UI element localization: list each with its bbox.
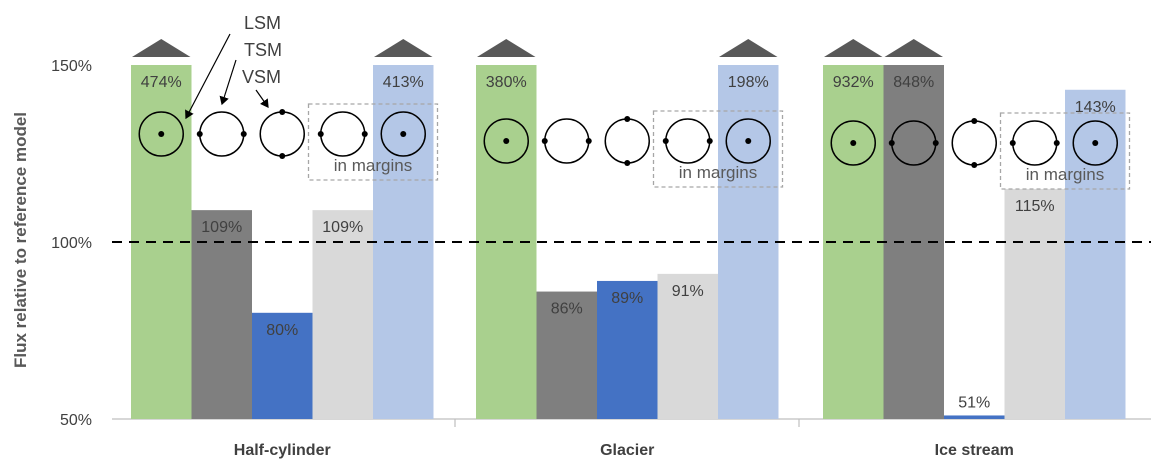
cross-section-circle [1012,120,1058,166]
cross-section-circle [138,111,184,157]
sampling-legend-label: TSM [244,40,282,60]
sampling-point-dot [279,153,286,159]
sampling-point-dot [971,118,978,124]
sampling-point-dot [158,131,165,137]
sampling-point-dot [400,131,407,137]
cross-section-circle [544,118,590,164]
in-margins-label: in margins [334,156,412,175]
in-margins-box [999,112,1131,190]
bar-value-label: 115% [1015,198,1055,215]
bar-value-label: 143% [1075,99,1116,116]
cross-section-circle [951,120,997,166]
sampling-point-dot [1092,140,1099,146]
bar [312,210,373,419]
sampling-point-dot [932,140,939,146]
cross-section-circle [665,118,711,164]
category-label: Ice stream [935,442,1014,459]
sampling-point-dot [585,138,592,144]
bar [944,415,1005,419]
sampling-point-dot [850,140,857,146]
in-margins-box [307,103,439,181]
sampling-point-dot [240,131,247,137]
sampling-point-dot [888,140,895,146]
cross-section-circle [830,120,876,166]
bar [536,291,597,419]
cross-section-circle [483,118,529,164]
bar [597,280,658,419]
sampling-point-dot [196,131,203,137]
bar-value-label: 198% [728,74,769,91]
bar [191,210,252,419]
category-label: Half-cylinder [234,442,331,459]
sampling-point-dot [662,138,669,144]
sampling-point-dot [361,131,368,137]
in-margins-box [652,110,784,188]
sampling-point-dot [279,109,286,115]
bars-layer: 474% 109% 80% 109% 413% 380% 86% 89% 91% 198% 932%… [131,39,1126,419]
overlay-layer: in margins in margins in margins LSM TSM VSM [112,13,1151,243]
bar [252,312,313,419]
sampling-point-dot [503,138,510,144]
sampling-point-dot [1053,140,1060,146]
cross-section-circle [199,111,245,157]
sampling-point-dot [541,138,548,144]
bar-value-label: 380% [486,74,527,91]
y-tick-label: 150% [51,58,92,75]
cross-section-circle [259,111,305,157]
bar-value-label: 86% [551,301,583,318]
overflow-cap [477,39,536,57]
y-tick-label: 50% [60,412,92,429]
bar-value-label: 109% [322,219,363,236]
cross-section-circle [1072,120,1118,166]
sampling-legend-label: VSM [242,67,281,87]
sampling-legend-arrow [185,33,231,120]
overflow-cap [132,39,191,57]
y-axis-title: Flux relative to reference model [11,112,30,368]
sampling-point-dot [706,138,713,144]
bar-value-label: 413% [383,74,424,91]
overflow-cap [824,39,883,57]
sampling-legend-arrow [255,89,269,108]
bar [1004,188,1065,419]
sampling-point-dot [971,162,978,168]
in-margins-label: in margins [679,163,757,182]
cross-section-circle [604,118,650,164]
overflow-cap [374,39,433,57]
grid-layer [112,418,1151,427]
bar-value-label: 91% [672,283,704,300]
bar-value-label: 89% [611,290,643,307]
cross-section-circle [380,111,426,157]
bar [657,273,718,419]
cross-section-circle [320,111,366,157]
bar-value-label: 109% [201,219,242,236]
y-tick-label: 100% [51,235,92,252]
sampling-legend-label: LSM [244,13,281,33]
bar-value-label: 80% [266,322,298,339]
overflow-cap [884,39,943,57]
sampling-point-dot [745,138,752,144]
bar-value-label: 51% [958,394,990,411]
in-margins-label: in margins [1026,165,1104,184]
sampling-point-dot [317,131,324,137]
sampling-point-dot [624,116,631,122]
sampling-legend-arrow [219,59,237,106]
bar-value-label: 932% [833,74,874,91]
overflow-cap [719,39,778,57]
cross-section-circle [725,118,771,164]
sampling-point-dot [624,160,631,166]
bar-value-label: 474% [141,74,182,91]
sampling-point-dot [1009,140,1016,146]
bar-value-label: 848% [893,74,934,91]
category-label: Glacier [600,442,654,459]
